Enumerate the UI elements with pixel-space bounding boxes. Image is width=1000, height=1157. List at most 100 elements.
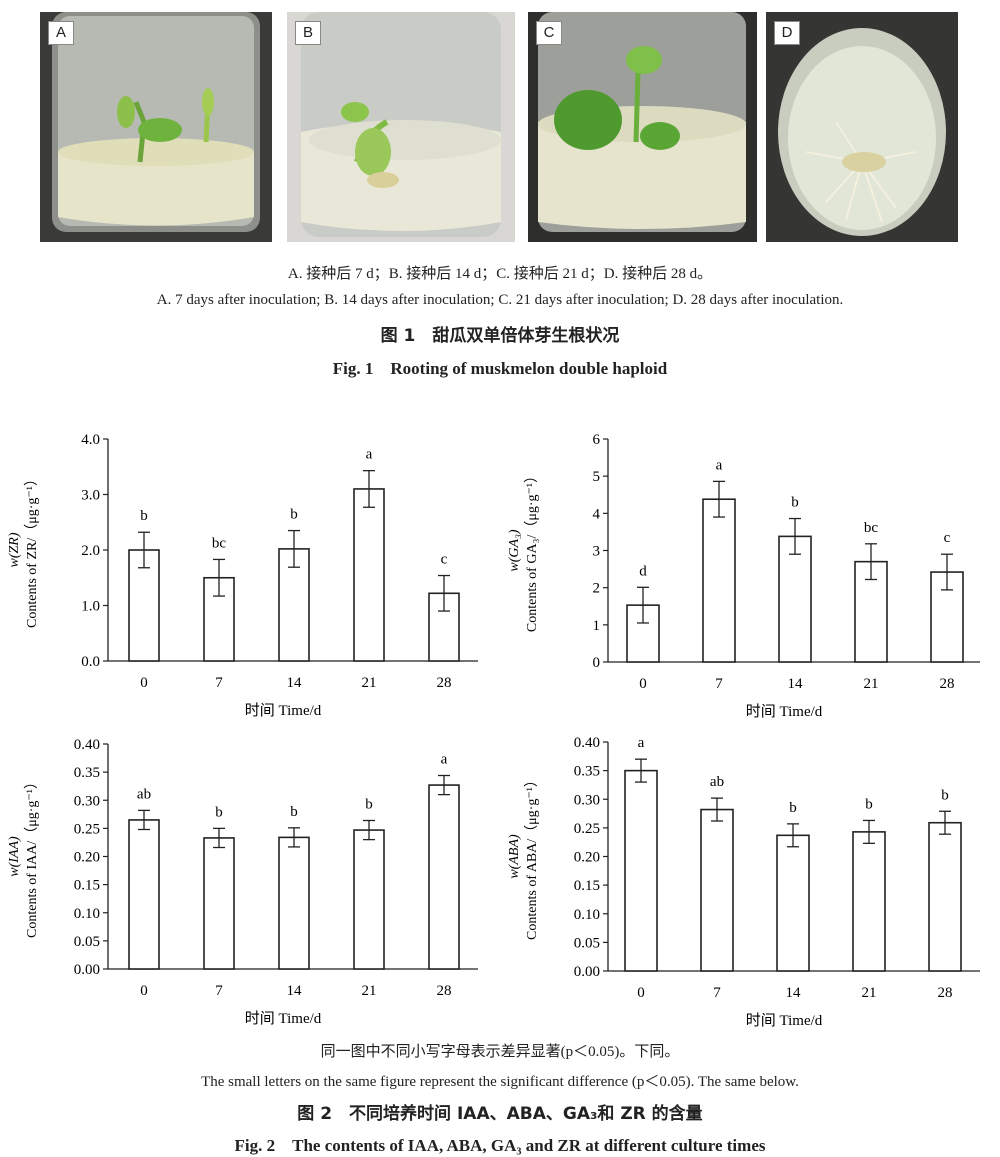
bar: [428, 592, 460, 662]
y-tick-label: 0.30: [74, 793, 100, 809]
bar: [128, 819, 160, 970]
significance-letter: b: [865, 796, 873, 812]
y-tick-label: 1: [593, 618, 601, 634]
x-axis-label: 时间 Time/d: [245, 1010, 322, 1027]
x-tick-label: 0: [140, 983, 148, 999]
photo-panel-a: A: [40, 12, 272, 242]
significance-letter: b: [215, 804, 223, 820]
x-tick-label: 28: [940, 676, 955, 692]
bar: [128, 549, 160, 662]
x-axis-label: 时间 Time/d: [245, 702, 322, 719]
y-tick-label: 0.20: [574, 850, 600, 866]
y-tick-label: 0.40: [74, 737, 100, 753]
x-tick-label: 21: [362, 675, 377, 691]
figure2-title-cn: 图 2 不同培养时间 IAA、ABA、GA₃和 ZR 的含量: [297, 1104, 703, 1124]
x-tick-label: 21: [362, 983, 377, 999]
x-tick-label: 21: [862, 985, 877, 1001]
x-axis-label: 时间 Time/d: [746, 1012, 823, 1029]
significance-letter: b: [365, 797, 373, 813]
y-tick-label: 0.40: [574, 735, 600, 751]
x-tick-label: 21: [864, 676, 879, 692]
significance-letter: d: [639, 563, 647, 579]
bar: [428, 784, 460, 970]
y-tick-label: 0.00: [74, 962, 100, 978]
y-axis-label: Contents of ABA/（μg·g⁻¹）: [524, 773, 540, 940]
x-tick-label: 28: [938, 985, 953, 1001]
y-tick-label: 6: [593, 432, 601, 448]
x-tick-label: 28: [437, 983, 452, 999]
panel-label: A: [48, 21, 74, 45]
figure2-title-en: Fig. 2 The contents of IAA, ABA, GA₃ and…: [234, 1136, 766, 1155]
significance-letter: ab: [710, 774, 724, 790]
x-tick-label: 14: [786, 985, 802, 1001]
x-tick-label: 7: [215, 675, 223, 691]
significance-letter: a: [638, 735, 645, 751]
bar: [278, 836, 310, 970]
y-axis-label: Contents of ZR/（μg·g⁻¹）: [24, 472, 40, 628]
y-tick-label: 0.25: [574, 821, 600, 837]
figure1-title-cn: 图 1 甜瓜双单倍体芽生根状况: [380, 326, 620, 346]
y-tick-label: 0.15: [574, 878, 600, 894]
y-tick-label: 4: [593, 506, 601, 522]
y-tick-label: 2: [593, 581, 601, 597]
bar: [778, 535, 812, 663]
y-tick-label: 0.25: [74, 821, 100, 837]
panel-label: B: [295, 21, 321, 45]
iaa-chart: 0.00 0.05 0.10 0.15 0.20 0.25 0.30 0.35 0.40 a b 0 b…: [7, 737, 478, 1027]
significance-letter: bc: [864, 520, 879, 536]
y-axis-label-symbol: w(GA₃): [507, 529, 522, 572]
y-axis-label: Contents of GA₃/（μg·g⁻¹）: [524, 469, 540, 632]
x-tick-label: 0: [639, 676, 647, 692]
figure2-note-cn: 同一图中不同小写字母表示差异显著(p＜0.05)。下同。: [320, 1044, 680, 1060]
y-tick-label: 0: [593, 655, 601, 671]
x-tick-label: 7: [715, 676, 723, 692]
significance-letter: a: [716, 457, 723, 473]
y-tick-label: 5: [593, 469, 601, 485]
bar: [700, 808, 734, 972]
y-tick-label: 0.35: [574, 764, 600, 780]
bar: [353, 488, 385, 662]
significance-letter: a: [366, 447, 373, 463]
x-tick-label: 0: [140, 675, 148, 691]
y-tick-label: 0.35: [74, 765, 100, 781]
ga3-chart: 0 1 2 3 4 5 6 d 0 a 7 b 14 bc 21 c 28 时间 Time/d w(GA₃) Cont…: [507, 432, 980, 720]
x-tick-label: 7: [215, 983, 223, 999]
figure2-note-en: The small letters on the same figure rep…: [201, 1074, 799, 1090]
bar: [203, 837, 235, 970]
x-tick-label: 14: [788, 676, 804, 692]
panel-label: C: [536, 21, 562, 45]
bar: [776, 834, 810, 972]
x-tick-label: 0: [637, 985, 645, 1001]
zr-chart: 0.0 1.0 2.0 3.0 4.0 b 0 bc 7 b 14 a 21 c 28 时间 Time/d w(…: [7, 432, 478, 719]
aba-chart: 0.00 0.05 0.10 0.15 0.20 0.25 0.30 0.35 0.40 a 0 ab…: [507, 735, 980, 1029]
y-tick-label: 0.15: [74, 878, 100, 894]
significance-letter: bc: [212, 535, 227, 551]
photo-panel-b: B: [287, 12, 515, 242]
figure1-photos: A B C: [40, 12, 958, 242]
y-tick-label: 0.0: [81, 654, 100, 670]
significance-letter: b: [140, 508, 148, 524]
y-tick-label: 0.05: [74, 934, 100, 950]
bar: [353, 829, 385, 970]
bar: [624, 769, 658, 972]
figure1-title-en: Fig. 1 Rooting of muskmelon double haplo…: [332, 359, 668, 378]
panel-label: D: [774, 21, 800, 45]
x-axis-label: 时间 Time/d: [746, 703, 823, 720]
photo-panel-c: C: [528, 12, 757, 242]
y-axis-label-symbol: w(ABA): [507, 834, 522, 879]
y-tick-label: 0.20: [74, 850, 100, 866]
y-axis-label-symbol: w(IAA): [7, 836, 22, 877]
y-tick-label: 3: [593, 544, 601, 560]
x-tick-label: 7: [713, 985, 721, 1001]
y-axis-label-symbol: w(ZR): [7, 532, 22, 567]
significance-letter: b: [941, 787, 949, 803]
y-tick-label: 2.0: [81, 543, 100, 559]
significance-letter: a: [441, 752, 448, 768]
significance-letter: b: [290, 804, 298, 820]
y-tick-label: 0.10: [74, 906, 100, 922]
bar: [702, 498, 736, 663]
significance-letter: c: [944, 530, 951, 546]
x-tick-label: 14: [287, 675, 303, 691]
y-tick-label: 0.30: [574, 792, 600, 808]
figure1-caption-en: A. 7 days after inoculation; B. 14 days …: [156, 292, 844, 308]
